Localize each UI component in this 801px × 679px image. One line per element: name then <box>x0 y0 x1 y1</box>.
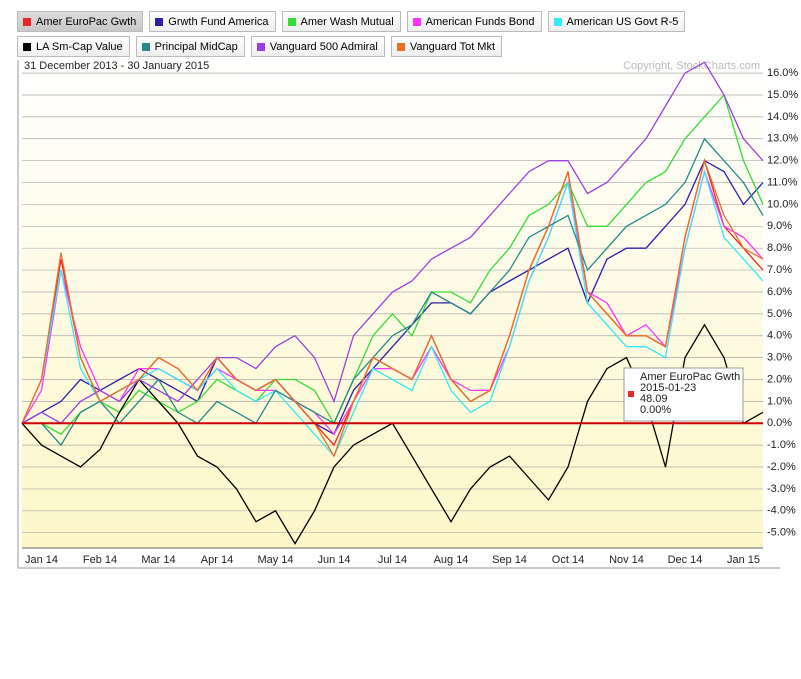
x-tick-label: May 14 <box>257 554 293 566</box>
tooltip-change: 0.00% <box>640 404 671 416</box>
y-tick-label: 2.0% <box>767 373 792 385</box>
legend: Amer EuroPac Gwth Grwth Fund America Amer … <box>17 11 777 57</box>
tooltip-date: 2015-01-23 <box>640 382 696 394</box>
legend-swatch <box>287 17 296 26</box>
x-tick-label: Dec 14 <box>668 554 703 566</box>
x-tick-label: Aug 14 <box>434 554 469 566</box>
legend-label: American Funds Bond <box>425 15 535 28</box>
legend-label: American US Govt R-5 <box>566 15 679 28</box>
x-tick-label: Jan 15 <box>727 554 760 566</box>
y-tick-label: 11.0% <box>767 176 798 188</box>
y-tick-label: 7.0% <box>767 264 792 276</box>
y-tick-label: 10.0% <box>767 198 798 210</box>
y-tick-label: 5.0% <box>767 308 792 320</box>
tooltip-box <box>623 367 744 422</box>
legend-button[interactable]: Amer Wash Mutual <box>281 11 401 32</box>
y-tick-label: 8.0% <box>767 242 792 254</box>
legend-button[interactable]: LA Sm-Cap Value <box>17 36 130 57</box>
legend-button[interactable]: American Funds Bond <box>406 11 542 32</box>
legend-swatch <box>23 42 31 51</box>
legend-swatch <box>256 42 265 51</box>
plot-area <box>22 60 763 548</box>
x-tick-label: Jun 14 <box>317 554 350 566</box>
legend-label: Principal MidCap <box>154 40 238 53</box>
legend-label: LA Sm-Cap Value <box>36 40 123 53</box>
x-tick-label: Jan 14 <box>25 554 58 566</box>
y-tick-label: 14.0% <box>767 111 798 123</box>
legend-swatch <box>553 17 562 26</box>
y-tick-label: 4.0% <box>767 330 792 342</box>
legend-label: Amer EuroPac Gwth <box>36 15 137 28</box>
credit: Copyright, StockCharts.com <box>623 60 760 72</box>
series-line <box>21 169 764 458</box>
subtitle: 31 December 2013 - 30 January 2015 <box>24 60 209 72</box>
x-tick-label: Jul 14 <box>378 554 407 566</box>
y-tick-label: 15.0% <box>767 89 798 101</box>
legend-swatch <box>23 17 31 26</box>
legend-swatch <box>155 17 164 26</box>
x-tick-label: Nov 14 <box>609 554 644 566</box>
legend-button[interactable]: American US Govt R-5 <box>547 11 686 32</box>
y-tick-label: 1.0% <box>767 395 792 407</box>
y-tick-label: -2.0% <box>767 461 796 473</box>
legend-button[interactable]: Amer EuroPac Gwth <box>17 11 144 32</box>
legend-label: Vanguard Tot Mkt <box>409 40 496 53</box>
y-tick-label: 0.0% <box>767 417 792 429</box>
x-tick-label: Mar 14 <box>141 554 175 566</box>
y-tick-label: -4.0% <box>767 505 796 517</box>
y-tick-label: 6.0% <box>767 286 792 298</box>
legend-label: Grwth Fund America <box>168 15 269 28</box>
y-tick-label: 3.0% <box>767 352 792 364</box>
legend-swatch <box>412 17 421 26</box>
legend-button[interactable]: Principal MidCap <box>135 36 245 57</box>
y-tick-label: 16.0% <box>767 67 798 79</box>
x-tick-label: Oct 14 <box>552 554 584 566</box>
x-tick-label: Apr 14 <box>201 554 233 566</box>
legend-button[interactable]: Grwth Fund America <box>149 11 276 32</box>
series-line <box>21 61 764 425</box>
legend-label: Vanguard 500 Admiral <box>269 40 378 53</box>
series-line <box>22 137 764 447</box>
y-tick-label: -3.0% <box>767 483 796 495</box>
legend-label: Amer Wash Mutual <box>300 15 394 28</box>
tooltip-marker <box>628 391 634 397</box>
legend-button[interactable]: Vanguard 500 Admiral <box>250 36 385 57</box>
series-line <box>21 158 764 458</box>
y-tick-label: 9.0% <box>767 220 792 232</box>
y-tick-label: -1.0% <box>767 439 796 451</box>
legend-swatch <box>141 42 150 51</box>
y-tick-label: 12.0% <box>767 155 798 167</box>
y-tick-label: -5.0% <box>767 527 796 539</box>
tooltip-price: 48.09 <box>640 393 668 405</box>
legend-swatch <box>396 42 405 51</box>
x-tick-label: Sep 14 <box>492 554 527 566</box>
tooltip-series: Amer EuroPac Gwth <box>640 371 740 383</box>
y-tick-label: 13.0% <box>767 133 798 145</box>
legend-button[interactable]: Vanguard Tot Mkt <box>390 36 503 57</box>
x-tick-label: Feb 14 <box>83 554 117 566</box>
